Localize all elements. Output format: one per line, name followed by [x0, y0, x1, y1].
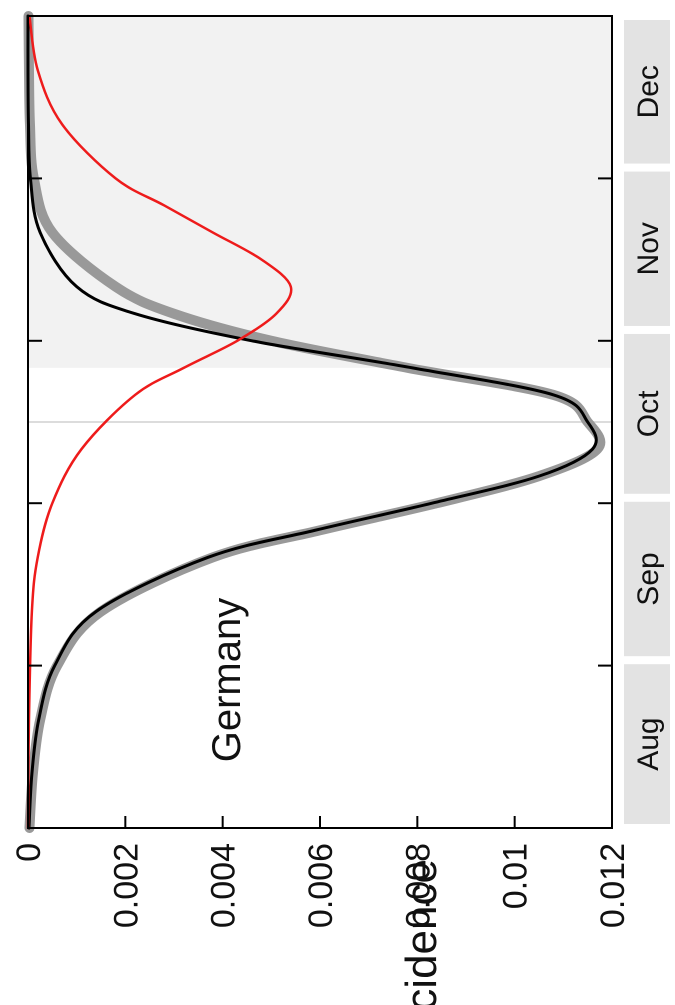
y-ticks: 0 0.002 0.004 0.006 0.008 0.01 0.012 [10, 816, 632, 928]
series-line-black [26, 14, 598, 830]
plot-panel: 0 0.002 0.004 0.006 0.008 0.01 0.012 [10, 11, 632, 928]
shaded-region [28, 16, 612, 368]
panel-annotation: Germany [205, 598, 249, 763]
y-tick-label: 0 [10, 843, 48, 862]
month-label: Dec [632, 65, 665, 118]
month-strip-box [624, 333, 670, 494]
month-strip-box [624, 501, 670, 657]
y-tick-label: 0.004 [205, 843, 243, 928]
x-ticks [28, 177, 612, 667]
month-strip-box [624, 171, 670, 326]
month-strip-cell: Sep [624, 501, 670, 657]
month-strip-box [624, 664, 670, 824]
month-strip: Aug Sep Oct Nov Dec [624, 20, 670, 824]
series-layer [23, 11, 606, 833]
month-strip-cell: Nov [624, 171, 670, 326]
month-label: Oct [632, 390, 665, 437]
month-strip-cell: Dec [624, 20, 670, 164]
y-tick-label: 0.008 [399, 843, 437, 928]
y-axis-label: incidence [397, 859, 446, 1005]
y-tick-label: 0.012 [594, 843, 632, 928]
month-strip-cell: Aug [624, 664, 670, 824]
month-label: Sep [632, 552, 665, 605]
month-label: Nov [632, 222, 665, 275]
month-strip-box [624, 20, 670, 164]
y-tick-label: 0.002 [107, 843, 145, 928]
y-tick-label: 0.01 [497, 843, 535, 909]
series-line-red [26, 14, 293, 830]
month-label: Aug [632, 717, 665, 770]
y-tick-label: 0.006 [302, 843, 340, 928]
month-strip-cell: Oct [624, 333, 670, 494]
